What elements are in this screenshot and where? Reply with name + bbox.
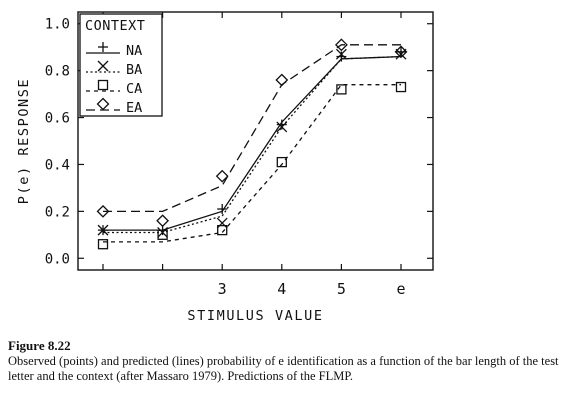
data-point-ba xyxy=(335,48,347,60)
legend-marker-na xyxy=(98,42,108,52)
chart: 0.0 0.2 0.4 0.6 0.8 1.0 3 4 5 e STIMULUS VALUE P(e)… xyxy=(16,11,434,324)
data-point-ca xyxy=(157,229,168,240)
series-line-ca xyxy=(103,84,401,243)
x-axis-label: STIMULUS VALUE xyxy=(187,308,323,324)
data-point-ba xyxy=(276,121,288,133)
chart-axes: 0.0 0.2 0.4 0.6 0.8 1.0 3 4 5 e STIMULUS VALUE P(e)… xyxy=(16,11,434,324)
series-line-ea xyxy=(103,44,401,213)
y-tick-label: 0.8 xyxy=(45,64,70,80)
data-point-ba xyxy=(216,217,228,229)
chart-lines xyxy=(103,44,402,243)
y-tick-label: 1.0 xyxy=(45,17,70,33)
x-tick-label: 5 xyxy=(337,280,346,298)
y-tick-label: 0.6 xyxy=(45,111,70,127)
x-tick-label: 3 xyxy=(218,280,227,298)
data-point-ea xyxy=(334,38,348,52)
legend-marker-ca xyxy=(97,79,109,91)
data-point-na xyxy=(396,46,406,57)
data-point-na xyxy=(217,204,228,215)
data-point-ca xyxy=(217,224,228,236)
legend-box xyxy=(79,13,163,117)
x-tick-label: e xyxy=(396,280,405,298)
legend-label-na: NA xyxy=(126,43,142,59)
legend-marker-ea xyxy=(96,97,110,111)
data-point-ca xyxy=(276,156,287,168)
data-point-ba xyxy=(157,227,169,238)
legend-title: CONTEXT xyxy=(85,18,145,34)
data-point-ea xyxy=(275,73,289,87)
legend-label-ba: BA xyxy=(126,62,142,78)
legend-marker-ba xyxy=(97,60,109,72)
series-line-ba xyxy=(103,55,402,234)
y-tick-label: 0.2 xyxy=(45,204,70,220)
data-point-ba xyxy=(97,224,109,236)
chart-legend: CONTEXT NA BA CA EA xyxy=(79,13,163,117)
legend-label-ea: EA xyxy=(126,100,142,116)
data-point-na xyxy=(276,119,287,130)
caption-label: Figure 8.22 xyxy=(8,338,71,353)
data-point-ca xyxy=(395,81,407,93)
legend-label-ca: CA xyxy=(126,81,142,97)
data-point-ea xyxy=(156,214,170,228)
y-tick-label: 0.0 xyxy=(45,251,70,267)
data-point-na xyxy=(336,51,347,62)
data-point-ca xyxy=(336,84,347,95)
caption-text: Observed (points) and predicted (lines) … xyxy=(8,354,559,383)
data-point-ea xyxy=(394,45,408,59)
data-point-ca xyxy=(97,239,109,250)
data-point-ea xyxy=(215,169,229,183)
chart-markers xyxy=(96,38,408,250)
x-tick-label: 4 xyxy=(277,280,286,298)
figure-caption: Figure 8.22 Observed (points) and predic… xyxy=(8,338,568,384)
data-point-ea xyxy=(96,204,110,218)
y-tick-label: 0.4 xyxy=(45,157,70,173)
plot-frame xyxy=(77,11,434,271)
data-point-ba xyxy=(395,48,407,60)
y-axis-label: P(e) RESPONSE xyxy=(16,78,32,204)
